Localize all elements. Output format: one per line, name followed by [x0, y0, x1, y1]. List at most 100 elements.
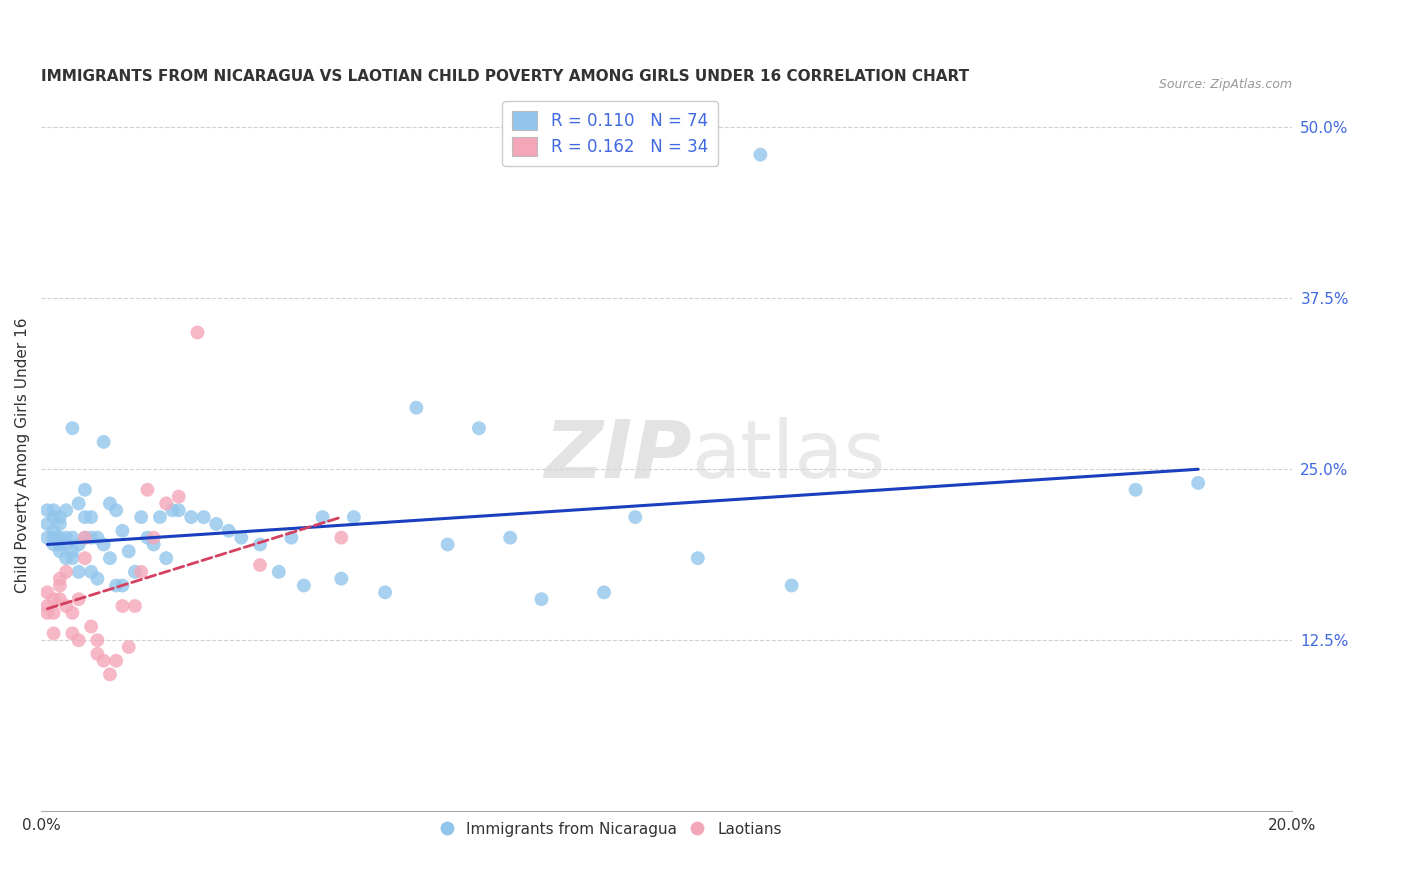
Point	[60, 551, 83, 566]
Point	[73, 483, 96, 497]
Point	[49, 537, 72, 551]
Point	[37, 516, 59, 531]
Point	[142, 537, 165, 551]
Point	[231, 531, 253, 545]
Point	[118, 544, 141, 558]
Point	[499, 531, 522, 545]
Point	[86, 531, 108, 545]
Point	[37, 503, 59, 517]
Point	[593, 585, 616, 599]
Point	[374, 585, 396, 599]
Point	[49, 572, 72, 586]
Point	[93, 537, 115, 551]
Point	[124, 565, 146, 579]
Point	[73, 551, 96, 566]
Point	[149, 510, 172, 524]
Point	[55, 599, 77, 613]
Point	[468, 421, 491, 435]
Point	[193, 510, 215, 524]
Point	[73, 531, 96, 545]
Legend: Immigrants from Nicaragua, Laotians: Immigrants from Nicaragua, Laotians	[433, 815, 787, 843]
Point	[93, 434, 115, 449]
Point	[60, 531, 83, 545]
Point	[129, 565, 152, 579]
Point	[105, 503, 128, 517]
Point	[124, 599, 146, 613]
Point	[624, 510, 647, 524]
Point	[1125, 483, 1147, 497]
Point	[80, 619, 103, 633]
Point	[155, 496, 177, 510]
Point	[1187, 475, 1209, 490]
Text: Source: ZipAtlas.com: Source: ZipAtlas.com	[1159, 78, 1292, 91]
Y-axis label: Child Poverty Among Girls Under 16: Child Poverty Among Girls Under 16	[15, 318, 30, 593]
Point	[136, 531, 159, 545]
Point	[55, 531, 77, 545]
Point	[105, 578, 128, 592]
Point	[80, 565, 103, 579]
Point	[49, 516, 72, 531]
Point	[111, 578, 134, 592]
Point	[60, 421, 83, 435]
Point	[67, 592, 90, 607]
Point	[67, 565, 90, 579]
Point	[136, 483, 159, 497]
Point	[49, 531, 72, 545]
Point	[37, 531, 59, 545]
Point	[218, 524, 240, 538]
Point	[330, 531, 353, 545]
Point	[55, 503, 77, 517]
Point	[118, 640, 141, 654]
Point	[42, 524, 65, 538]
Point	[98, 496, 121, 510]
Point	[42, 606, 65, 620]
Point	[186, 326, 208, 340]
Point	[167, 503, 190, 517]
Point	[749, 147, 772, 161]
Point	[129, 510, 152, 524]
Point	[405, 401, 427, 415]
Point	[180, 510, 202, 524]
Point	[98, 551, 121, 566]
Point	[105, 654, 128, 668]
Point	[111, 524, 134, 538]
Point	[86, 633, 108, 648]
Point	[37, 606, 59, 620]
Point	[42, 537, 65, 551]
Point	[311, 510, 333, 524]
Point	[67, 496, 90, 510]
Point	[267, 565, 290, 579]
Point	[167, 490, 190, 504]
Point	[780, 578, 803, 592]
Point	[111, 599, 134, 613]
Point	[67, 537, 90, 551]
Point	[42, 503, 65, 517]
Point	[249, 558, 271, 572]
Point	[60, 626, 83, 640]
Point	[80, 510, 103, 524]
Point	[49, 592, 72, 607]
Point	[155, 551, 177, 566]
Text: atlas: atlas	[692, 417, 886, 494]
Point	[37, 585, 59, 599]
Point	[73, 510, 96, 524]
Point	[42, 626, 65, 640]
Point	[42, 531, 65, 545]
Point	[49, 544, 72, 558]
Point	[530, 592, 553, 607]
Point	[55, 565, 77, 579]
Point	[249, 537, 271, 551]
Point	[162, 503, 184, 517]
Point	[67, 633, 90, 648]
Point	[93, 654, 115, 668]
Point	[686, 551, 709, 566]
Point	[343, 510, 366, 524]
Text: ZIP: ZIP	[544, 417, 692, 494]
Point	[436, 537, 458, 551]
Point	[49, 578, 72, 592]
Point	[205, 516, 228, 531]
Point	[60, 544, 83, 558]
Point	[330, 572, 353, 586]
Point	[55, 537, 77, 551]
Point	[60, 606, 83, 620]
